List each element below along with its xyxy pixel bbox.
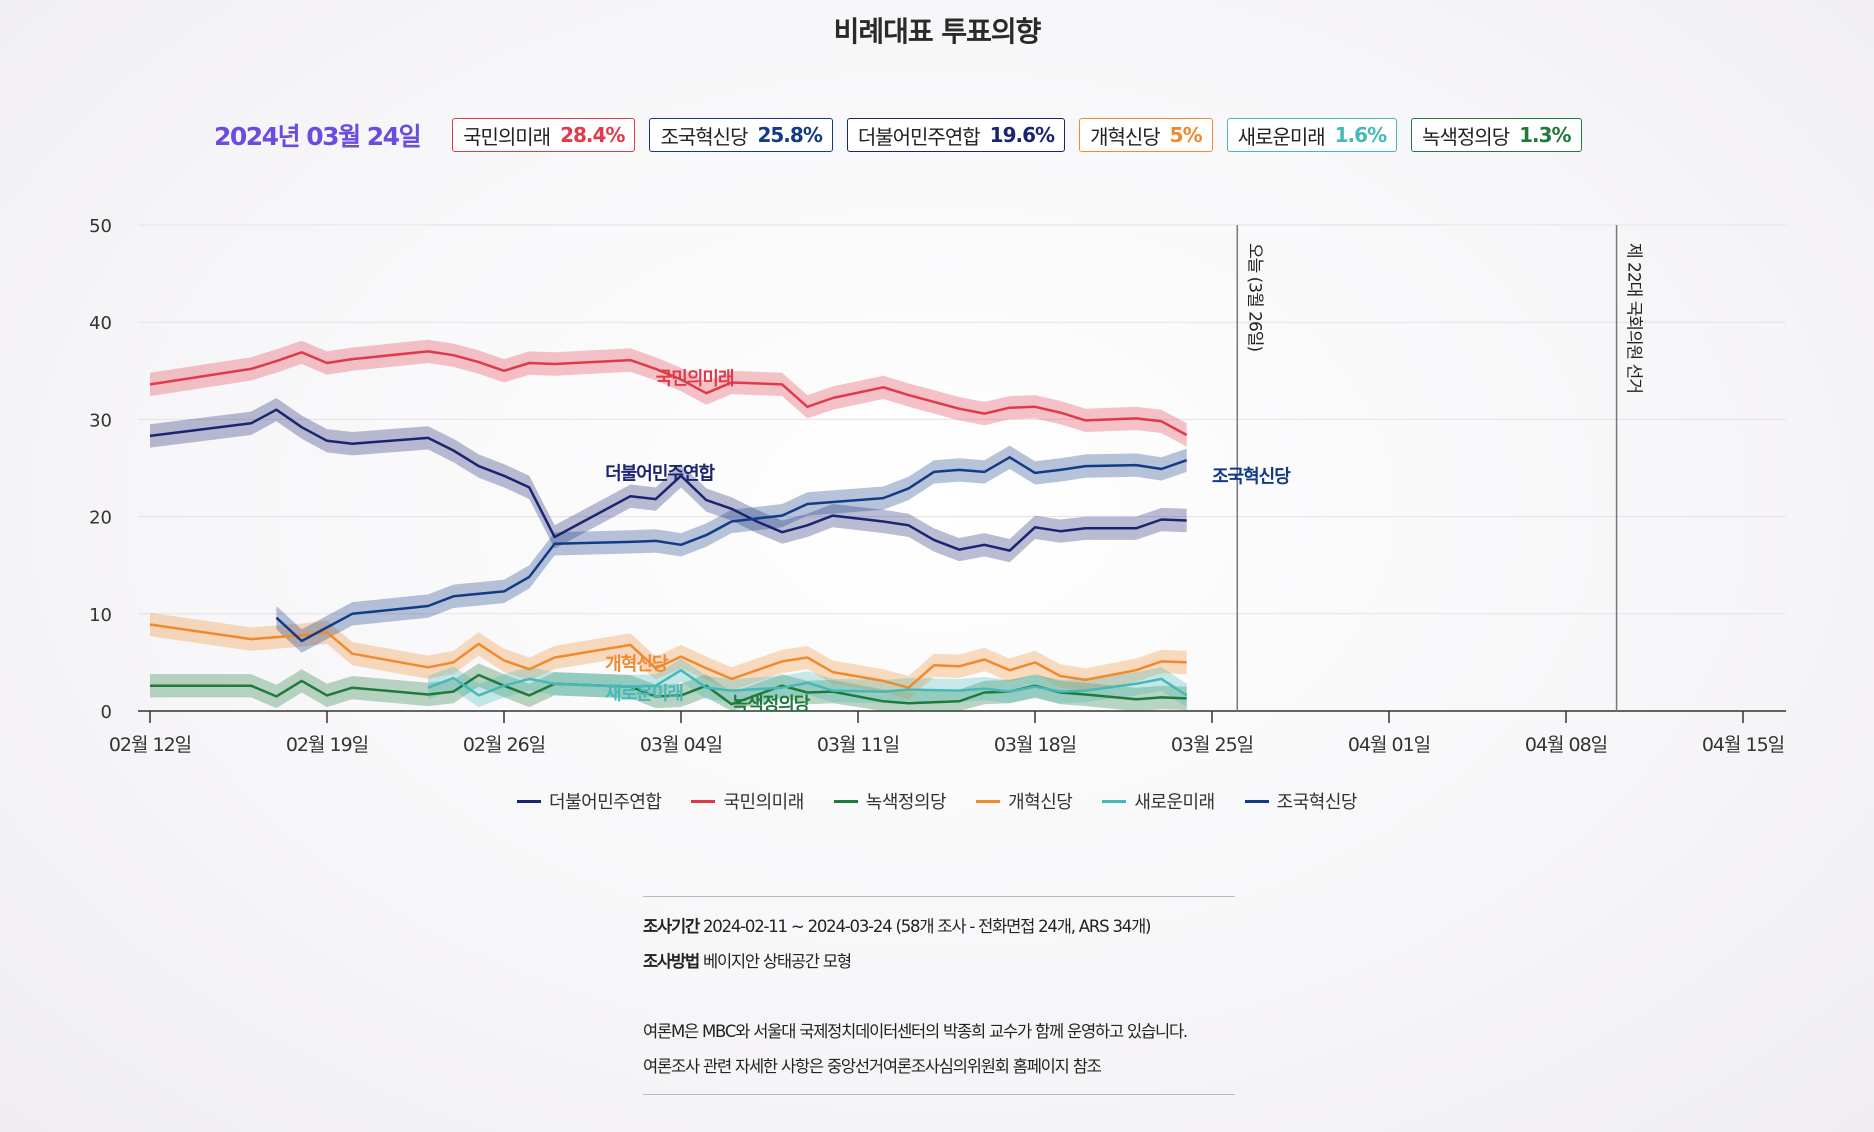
x-tick-label: 04월 01일 [1348,734,1430,756]
legend-label: 녹색정의당 [865,792,947,813]
legend-item: 더불어민주연합 [517,788,662,814]
legend-label: 더불어민주연합 [549,792,662,813]
party-badge: 더불어민주연합 19.6% [846,118,1066,152]
party-badge-value: 1.6% [1334,123,1387,147]
survey-footer: 조사기간 2024-02-11 ~ 2024-03-24 (58개 조사 - 전… [643,896,1235,1095]
party-badge: 개혁신당 5% [1079,118,1213,152]
footer-spacer [643,979,1235,1014]
legend-item: 국민의미래 [691,788,804,814]
y-tick-label: 10 [89,605,112,626]
legend-item: 새로운미래 [1102,788,1215,814]
party-badge-name: 녹색정의당 [1422,124,1510,149]
party-badge-value: 19.6% [989,123,1055,147]
chart-title: 비례대표 투표의향 [833,15,1042,48]
summary-bar: 2024년 03월 24일 국민의미래 28.4% 조국혁신당 25.8% 더불어민주연… [214,116,1582,154]
party-badge-name: 국민의미래 [463,124,551,149]
y-tick-label: 0 [101,702,112,723]
party-badge-value: 1.3% [1519,123,1571,147]
party-badge: 녹색정의당 1.3% [1411,118,1582,152]
footer-note-1: 여론M은 MBC와 서울대 국제정치데이터센터의 박종희 교수가 함께 운영하고… [643,1022,1188,1041]
party-badge-name: 더불어민주연합 [857,124,981,149]
party-badges: 국민의미래 28.4% 조국혁신당 25.8% 더불어민주연합 19.6% 개혁신당 5% 새로… [452,118,1582,152]
party-badge: 조국혁신당 25.8% [649,118,833,152]
y-tick-label: 30 [89,410,112,431]
x-tick-label: 03월 11일 [817,734,899,756]
reference-line-label: 제 22대 국회의원 선거 [1624,243,1644,393]
series-line [149,623,1187,689]
party-badge-value: 28.4% [560,123,625,147]
legend-item: 녹색정의당 [833,788,947,814]
survey-method-text: 베이지안 상태공간 모형 [702,952,852,971]
series-line [275,456,1188,643]
x-tick-label: 02월 19일 [286,734,368,756]
series-label: 새로운미래 [605,683,683,704]
legend-label: 개혁신당 [1008,792,1073,813]
summary-date: 2024년 03월 24일 [214,122,422,151]
series-line [149,408,1187,552]
x-tick-label: 02월 12일 [109,734,191,756]
series-band [150,663,1187,711]
party-badge-value: 5% [1169,123,1203,147]
x-tick-label: 03월 25일 [1171,734,1253,756]
y-tick-label: 20 [89,508,112,529]
y-tick-label: 40 [89,313,112,334]
series-label: 더불어민주연합 [605,463,715,485]
party-badge: 국민의미래 28.4% [452,118,636,152]
legend-item: 개혁신당 [976,788,1073,814]
survey-method: 조사방법 베이지안 상태공간 모형 [643,944,1235,979]
survey-method-label: 조사방법 [643,952,700,971]
party-badge-name: 개혁신당 [1090,124,1161,149]
x-tick-label: 04월 08일 [1525,734,1607,756]
survey-period: 조사기간 2024-02-11 ~ 2024-03-24 (58개 조사 - 전… [643,909,1235,944]
series-label: 녹색정의당 [732,694,811,715]
legend-swatch [517,799,542,803]
legend-item: 조국혁신당 [1244,788,1358,814]
reference-line-label: 오늘 (3월 26일) [1244,243,1264,351]
series-band [276,445,1187,653]
x-tick-label: 03월 04일 [640,734,722,756]
series-line [427,668,1188,697]
line-chart: 0 10 20 30 40 50 02월 12일 02월 19일 02월 26일 03월 04일 0… [89,216,1786,756]
series-label: 개혁신당 [605,653,669,675]
series-label: 조국혁신당 [1212,466,1291,488]
series-line [149,350,1188,437]
survey-period-text: 2024-02-11 ~ 2024-03-24 (58개 조사 - 전화면접 2… [702,917,1152,936]
x-tick-label: 03월 18일 [994,734,1076,756]
party-badge-name: 조국혁신당 [660,124,748,149]
legend-swatch [976,799,1001,803]
legend-swatch [833,799,858,803]
x-tick-label: 04월 15일 [1702,734,1784,756]
footer-note-2: 여론조사 관련 자세한 사항은 중앙선거여론조사심의위원회 홈페이지 참조 [643,1057,1102,1076]
party-badge-value: 25.8% [757,123,822,147]
series-label: 국민의미래 [656,368,734,389]
chart-legend: 더불어민주연합 국민의미래 녹색정의당 개혁신당 새로운미래 조국혁신당 [0,788,1874,814]
x-tick-label: 02월 26일 [463,734,545,756]
party-badge-name: 새로운미래 [1237,124,1326,149]
legend-swatch [1244,799,1269,803]
party-badge: 새로운미래 1.6% [1226,118,1398,152]
y-tick-label: 50 [89,216,112,237]
survey-period-label: 조사기간 [643,917,700,936]
legend-label: 조국혁신당 [1276,792,1358,813]
legend-label: 새로운미래 [1134,792,1215,813]
legend-label: 국민의미래 [723,792,804,813]
legend-swatch [691,799,716,803]
legend-swatch [1102,799,1127,803]
series-band [150,612,1187,700]
